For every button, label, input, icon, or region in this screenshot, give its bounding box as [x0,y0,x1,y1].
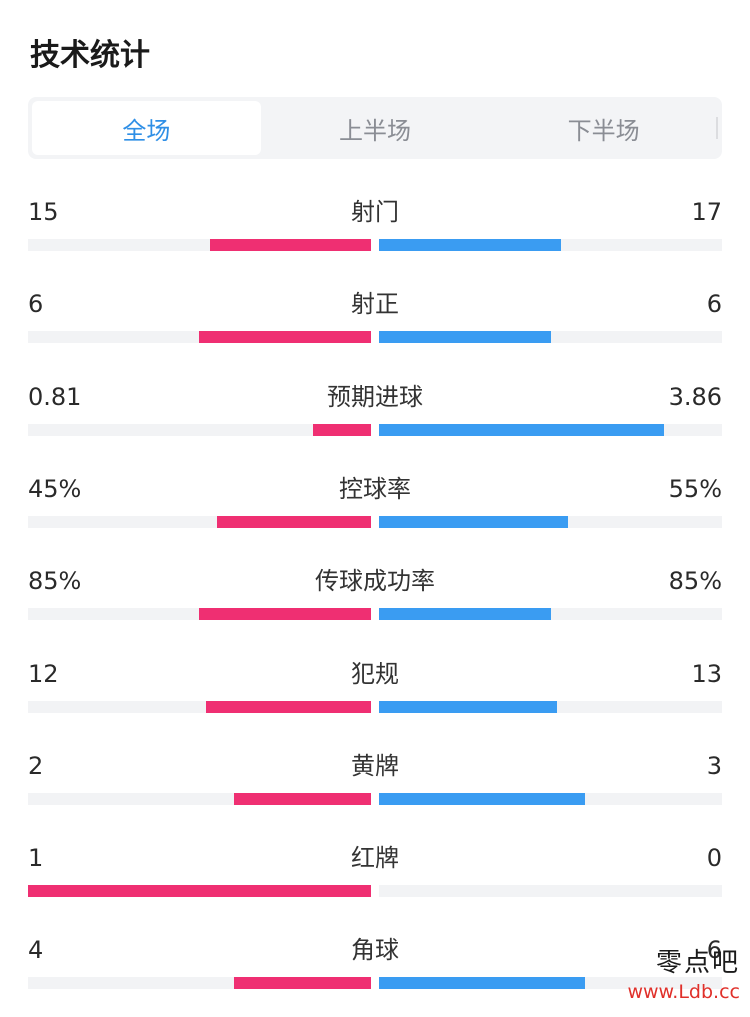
away-bar-track [379,424,722,436]
home-bar-fill [199,331,371,343]
away-bar-fill [379,331,551,343]
tab-full-match[interactable]: 全场 [32,101,261,155]
stat-row: 85% 传球成功率 85% [28,566,722,636]
stat-label: 犯规 [351,660,399,688]
home-bar-fill [206,701,371,713]
home-value: 85% [28,567,82,595]
away-value: 85% [668,567,722,595]
away-value: 3 [706,752,722,780]
away-value: 6 [706,936,722,964]
home-bar-fill [234,977,371,989]
away-value: 17 [691,198,722,226]
watermark-url: www.Ldb.cc [627,981,740,1003]
away-bar-fill [379,701,557,713]
stat-label: 传球成功率 [315,567,435,595]
stat-label: 黄牌 [351,752,399,780]
away-bar-track [379,608,722,620]
away-bar-track [379,977,722,989]
stat-row: 4 角球 6 [28,935,722,1005]
away-bar-fill [379,516,568,528]
away-value: 6 [706,290,722,318]
home-value: 12 [28,660,59,688]
tabs-edge-divider [716,117,719,139]
home-bar-fill [217,516,371,528]
home-bar-fill [28,885,371,897]
away-bar-fill [379,424,664,436]
away-bar-track [379,701,722,713]
stat-row: 2 黄牌 3 [28,751,722,821]
stat-row: 6 射正 6 [28,289,722,359]
home-bar-track [28,239,371,251]
home-value: 15 [28,198,59,226]
stat-row: 15 射门 17 [28,197,722,267]
stat-row: 12 犯规 13 [28,659,722,729]
home-bar-track [28,885,371,897]
stat-row: 1 红牌 0 [28,843,722,913]
stat-row: 0.81 预期进球 3.86 [28,382,722,452]
away-bar-track [379,885,722,897]
stat-row: 45% 控球率 55% [28,474,722,544]
home-value: 6 [28,290,44,318]
home-value: 1 [28,844,44,872]
home-bar-track [28,516,371,528]
away-value: 3.86 [668,383,722,411]
home-bar-track [28,977,371,989]
stat-label: 射正 [351,290,399,318]
stat-label: 角球 [351,936,399,964]
home-bar-track [28,331,371,343]
home-bar-track [28,424,371,436]
home-value: 4 [28,936,44,964]
home-value: 2 [28,752,44,780]
away-value: 13 [691,660,722,688]
stat-label: 预期进球 [327,383,423,411]
away-bar-track [379,331,722,343]
away-value: 0 [706,844,722,872]
home-bar-fill [199,608,371,620]
away-bar-fill [379,793,585,805]
watermark-brand: 零点吧 [655,948,740,978]
period-tabs: 全场 上半场 下半场 [28,97,722,159]
away-bar-track [379,239,722,251]
away-bar-fill [379,608,551,620]
home-bar-track [28,608,371,620]
home-bar-fill [313,424,371,436]
away-value: 55% [668,475,722,503]
stat-label: 射门 [351,198,399,226]
away-bar-track [379,793,722,805]
tab-first-half[interactable]: 上半场 [339,116,411,145]
home-bar-track [28,793,371,805]
watermark: 零点吧 www.Ldb.cc [627,942,740,1003]
away-bar-fill [379,977,585,989]
away-bar-track [379,516,722,528]
away-bar-fill [379,239,561,251]
stat-label: 红牌 [351,844,399,872]
home-bar-fill [210,239,371,251]
page-title: 技术统计 [30,38,150,73]
tab-second-half[interactable]: 下半场 [567,116,640,145]
home-value: 0.81 [28,383,82,411]
home-value: 45% [28,475,82,503]
home-bar-fill [234,793,371,805]
home-bar-track [28,701,371,713]
stat-label: 控球率 [339,475,411,503]
